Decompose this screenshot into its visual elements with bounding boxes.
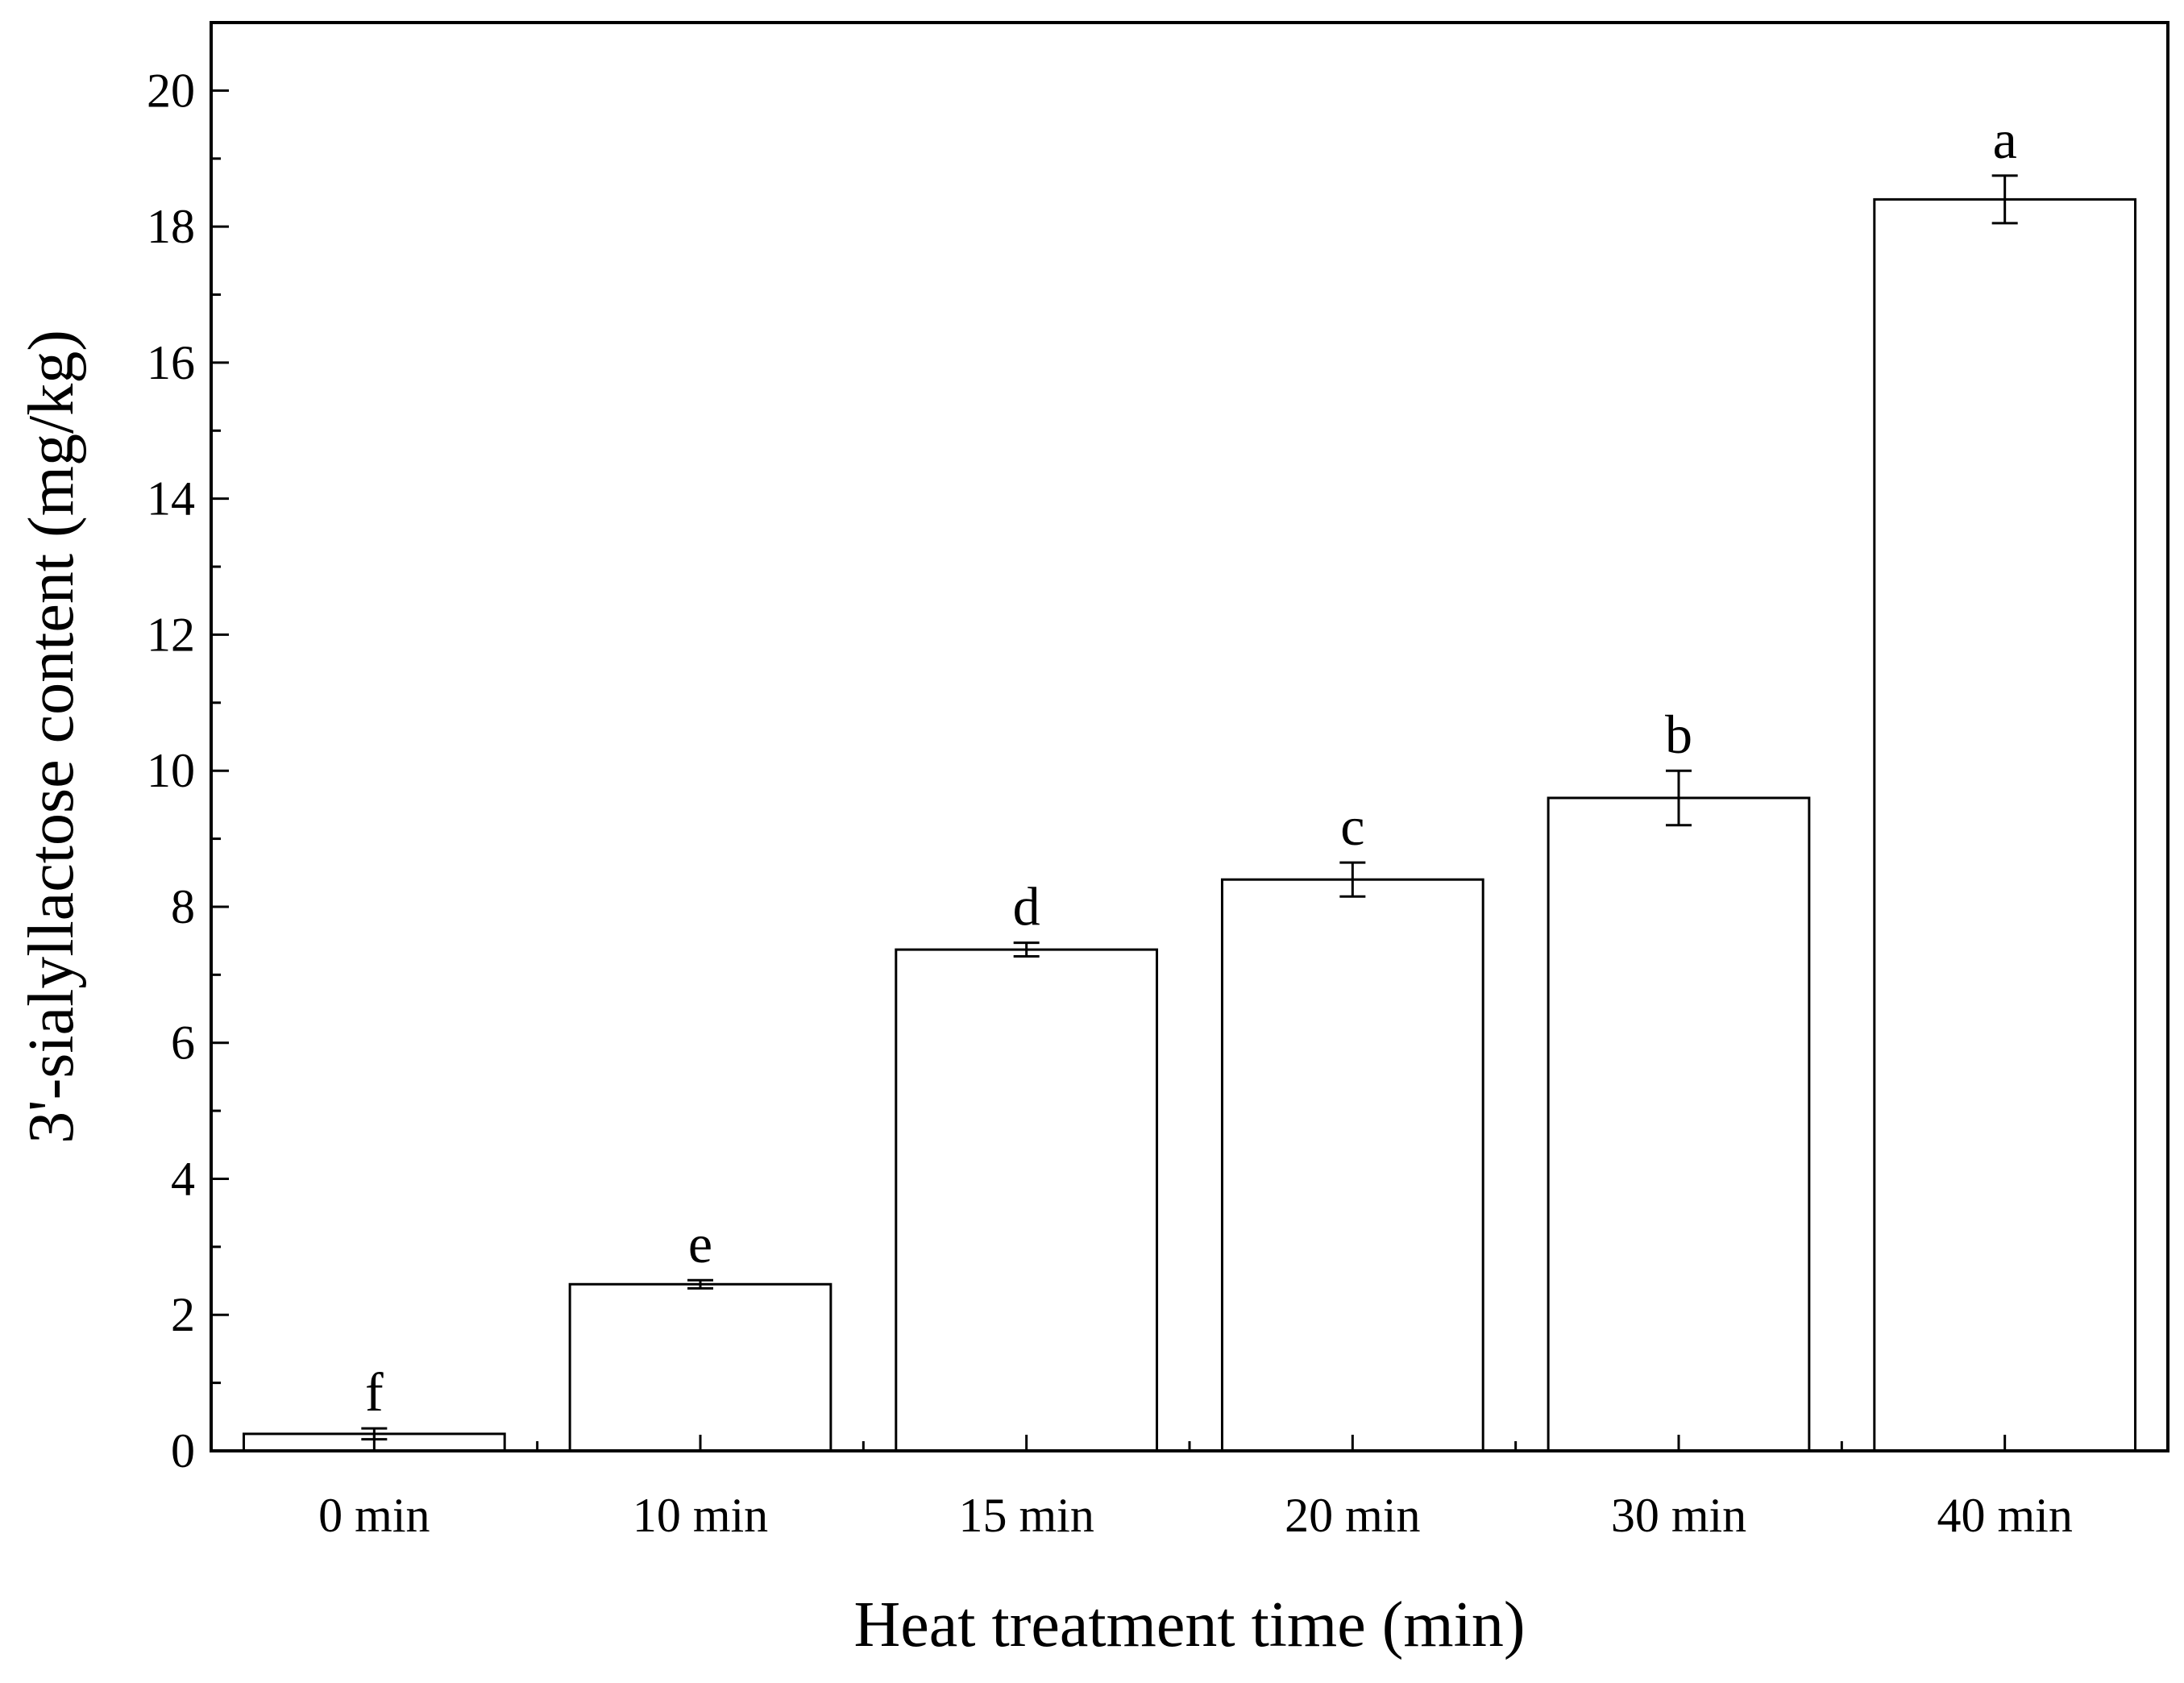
y-axis-title: 3'-sialyllactose content (mg/kg) <box>16 330 87 1144</box>
y-tick-label-7: 14 <box>147 472 195 526</box>
x-tick-label-3: 20 min <box>1285 1489 1420 1542</box>
x-tick-label-5: 40 min <box>1937 1489 2072 1542</box>
significance-letter-0: f <box>365 1361 384 1423</box>
y-tick-label-4: 8 <box>171 880 195 933</box>
bar-4 <box>1547 796 1811 1452</box>
y-tick-label-8: 16 <box>147 336 195 389</box>
significance-letter-4: b <box>1665 704 1692 765</box>
y-tick-label-3: 6 <box>171 1016 195 1070</box>
significance-letter-2: d <box>1013 876 1040 937</box>
y-tick-label-6: 12 <box>147 608 195 661</box>
y-tick-label-2: 4 <box>171 1152 195 1205</box>
x-axis: 0 min 10 min 15 min 20 min 30 min 40 min <box>318 1435 2073 1542</box>
significance-letter-5: a <box>1993 109 2017 170</box>
bar-3 <box>1220 878 1484 1452</box>
significance-letters-layer: f e d c b a <box>365 109 2017 1423</box>
y-tick-label-5: 10 <box>147 744 195 797</box>
x-tick-label-0: 0 min <box>318 1489 430 1542</box>
bar-1 <box>568 1282 832 1452</box>
bar-5 <box>1873 197 2137 1452</box>
y-tick-label-0: 0 <box>171 1424 195 1477</box>
bar-2 <box>895 948 1159 1452</box>
x-axis-title: Heat treatment time (min) <box>853 1590 1525 1660</box>
x-tick-label-4: 30 min <box>1611 1489 1746 1542</box>
y-tick-label-9: 18 <box>147 200 195 253</box>
significance-letter-3: c <box>1340 796 1364 857</box>
y-tick-label-1: 2 <box>171 1288 195 1341</box>
x-tick-label-2: 15 min <box>958 1489 1094 1542</box>
x-tick-label-1: 10 min <box>633 1489 768 1542</box>
significance-letter-1: e <box>688 1213 712 1274</box>
y-axis: 0 2 4 6 8 10 12 14 16 18 20 <box>147 64 229 1477</box>
y-tick-label-10: 20 <box>147 64 195 117</box>
